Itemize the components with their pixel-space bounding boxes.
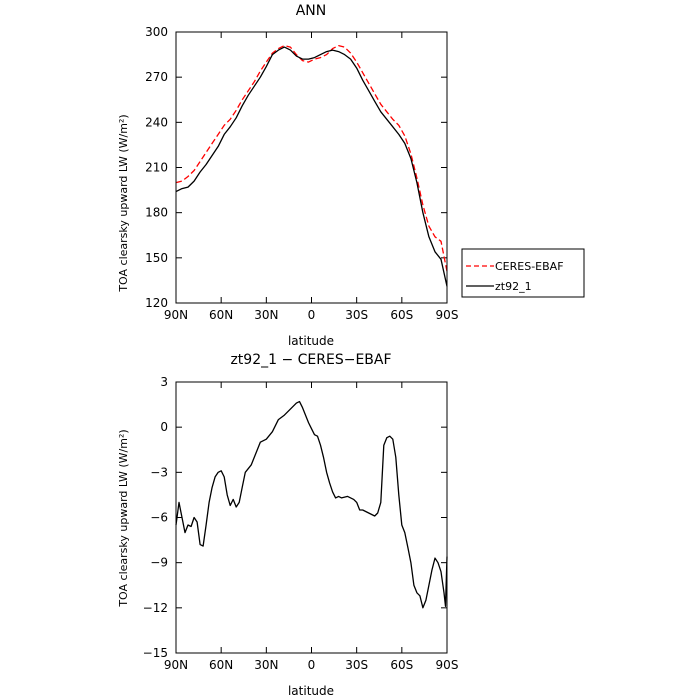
- y-tick-label: 270: [145, 70, 168, 84]
- y-tick-label: 120: [145, 296, 168, 310]
- y-tick-label: −3: [150, 465, 168, 479]
- x-tick-label: 60N: [209, 308, 233, 322]
- legend-box: [461, 248, 585, 298]
- series-lines: [175, 44, 448, 287]
- legend-label-zt92-1: zt92_1: [495, 280, 532, 293]
- legend: CERES-EBAF zt92_1: [461, 248, 585, 298]
- axis-ticks: 90N 60N 30N 0 30S 60S 90S −15 −12 −9 −6 −3 0 3: [143, 375, 459, 672]
- y-axis-label: TOA clearsky upward LW (W/m²): [117, 114, 130, 292]
- y-tick-label: 240: [145, 115, 168, 129]
- series-line-zt92-1: [175, 46, 448, 287]
- y-tick-label: 300: [145, 25, 168, 39]
- x-tick-label: 30N: [254, 308, 278, 322]
- plot-frame: [175, 31, 448, 304]
- y-tick-label: 3: [160, 375, 168, 389]
- x-tick-label: 30S: [345, 658, 368, 672]
- y-tick-label: −6: [150, 511, 168, 525]
- x-tick-label: 30S: [345, 308, 368, 322]
- series-line-zt92-1: [175, 400, 448, 609]
- x-tick-label: 60S: [390, 308, 413, 322]
- chart-panel-annual-mean: ANN TOA clearsky upward LW (W/m²) 90N 60N…: [117, 3, 585, 348]
- y-tick-label: 150: [145, 251, 168, 265]
- x-tick-label: 60S: [390, 658, 413, 672]
- x-tick-label: 30N: [254, 658, 278, 672]
- x-tick-label: 90S: [436, 658, 459, 672]
- x-tick-label: 0: [308, 658, 316, 672]
- chart-panel-difference: zt92_1 − CERES−EBAF TOA clearsky upward …: [117, 352, 458, 698]
- y-tick-label: 210: [145, 161, 168, 175]
- x-tick-label: 0: [308, 308, 316, 322]
- series-line-ceres-ebaf: [175, 44, 448, 272]
- y-axis-label: TOA clearsky upward LW (W/m²): [117, 429, 130, 607]
- axis-ticks: 90N 60N 30N 0 30S 60S 90S 120 150 180 210 240 270 300: [145, 25, 458, 322]
- x-tick-label: 60N: [209, 658, 233, 672]
- y-tick-label: 0: [160, 420, 168, 434]
- x-tick-label: 90S: [436, 308, 459, 322]
- chart-title: zt92_1 − CERES−EBAF: [230, 352, 391, 368]
- series-lines: [175, 400, 448, 609]
- y-tick-label: 180: [145, 206, 168, 220]
- x-tick-label: 90N: [164, 658, 188, 672]
- y-tick-label: −12: [143, 601, 168, 615]
- chart-title: ANN: [296, 3, 327, 19]
- x-axis-label: latitude: [288, 334, 334, 348]
- y-tick-label: −9: [150, 556, 168, 570]
- x-axis-label: latitude: [288, 684, 334, 698]
- plot-frame: [175, 381, 448, 654]
- y-tick-label: −15: [143, 646, 168, 660]
- x-tick-label: 90N: [164, 308, 188, 322]
- legend-label-ceres-ebaf: CERES-EBAF: [495, 260, 564, 273]
